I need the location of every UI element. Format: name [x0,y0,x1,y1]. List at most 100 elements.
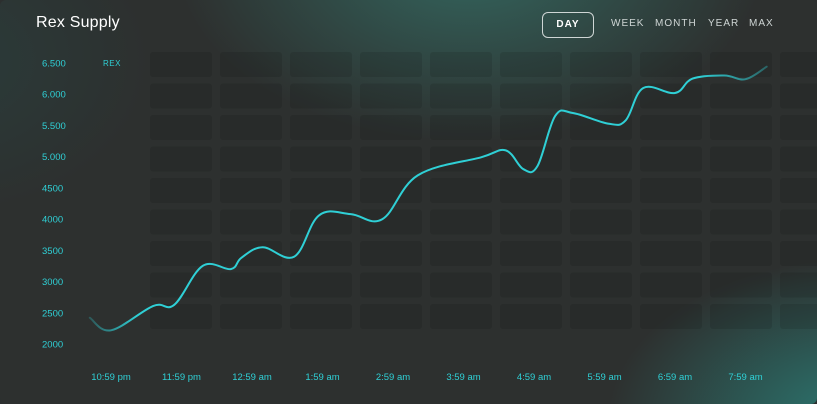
series-label: REX [103,59,121,68]
grid-cell [780,52,817,77]
grid-cell [500,241,562,266]
grid-cell [780,83,817,109]
grid-cell [710,241,772,266]
grid-cell [290,209,352,235]
grid-cell [150,241,212,266]
grid-cell [710,115,772,140]
grid-cell [150,304,212,329]
grid-cell [150,272,212,298]
x-axis: 10:59 pm 11:59 pm 12:59 am 1:59 am 2:59 am 3:… [91,372,763,383]
chart-title: Rex Supply [36,14,120,31]
grid-cell [430,178,492,203]
grid-cell [710,178,772,203]
grid-cell [430,272,492,298]
x-tick-label: 4:59 am [517,372,551,383]
y-tick-label: 2000 [42,340,63,351]
grid-cell [500,304,562,329]
grid-cell [500,115,562,140]
grid-cell [220,52,282,77]
x-tick-label: 12:59 am [232,372,272,383]
time-range-selector: DAY WEEK MONTH YEAR MAX [0,12,817,38]
grid-cell [780,178,817,203]
grid-cell [290,83,352,109]
grid-cell [430,146,492,172]
grid-cell [430,52,492,77]
grid-cell [150,146,212,172]
grid-cell [640,178,702,203]
y-tick-label: 5.500 [42,121,66,132]
y-tick-label: 5.000 [42,152,66,163]
grid-cell [360,115,422,140]
y-tick-label: 3500 [42,246,63,257]
grid-cell [780,146,817,172]
x-tick-label: 2:59 am [376,372,410,383]
grid-cell [150,52,212,77]
grid-cell [430,209,492,235]
grid-cell [220,115,282,140]
grid-cell [500,52,562,77]
grid-cell [640,209,702,235]
grid-cell [290,178,352,203]
grid-cell [500,209,562,235]
grid-cell [780,272,817,298]
grid-cell [150,209,212,235]
grid-cell [150,83,212,109]
grid-cell [290,115,352,140]
grid-cell [640,52,702,77]
grid-cell [430,241,492,266]
grid-cell [290,304,352,329]
y-axis: 2000 2500 3000 3500 4000 4500 5.000 5.500 6.000 6… [42,59,66,351]
grid-cell [780,241,817,266]
grid-cell [360,304,422,329]
grid-cell [640,115,702,140]
grid-cell [430,304,492,329]
grid-cell [780,115,817,140]
grid-cell [780,304,817,329]
range-month-button[interactable]: MONTH [655,18,697,29]
grid-cell [710,146,772,172]
x-tick-label: 6:59 am [658,372,692,383]
grid-cell [570,83,632,109]
grid-cell [290,241,352,266]
grid-cell [150,115,212,140]
range-week-button[interactable]: WEEK [611,18,645,29]
grid-cell [570,115,632,140]
grid-cell [570,272,632,298]
grid-cell [710,304,772,329]
y-tick-label: 3000 [42,277,63,288]
grid-cell [220,209,282,235]
grid-cell [500,272,562,298]
y-tick-label: 6.500 [42,59,66,70]
grid-cell [360,178,422,203]
grid-cell [500,83,562,109]
grid-cell [570,146,632,172]
x-tick-label: 1:59 am [305,372,339,383]
grid-cell [220,83,282,109]
range-year-button[interactable]: YEAR [708,18,740,29]
range-max-button[interactable]: MAX [749,18,774,29]
grid-cell [290,272,352,298]
grid-cell [640,241,702,266]
x-tick-label: 5:59 am [587,372,621,383]
range-day-button[interactable]: DAY [542,12,594,38]
y-tick-label: 4500 [42,183,63,194]
grid-cell [220,272,282,298]
y-tick-label: 4000 [42,215,63,226]
grid-cell [500,146,562,172]
x-tick-label: 7:59 am [728,372,762,383]
grid-cell [360,83,422,109]
series-line [88,65,768,332]
grid-cell [220,146,282,172]
grid-cell [640,272,702,298]
grid-cell [360,52,422,77]
grid-cell [220,178,282,203]
grid-cell [570,304,632,329]
series-layer [88,65,768,332]
chart-grid [150,52,817,329]
grid-cell [220,241,282,266]
grid-cell [710,83,772,109]
grid-cell [780,209,817,235]
grid-cell [710,52,772,77]
